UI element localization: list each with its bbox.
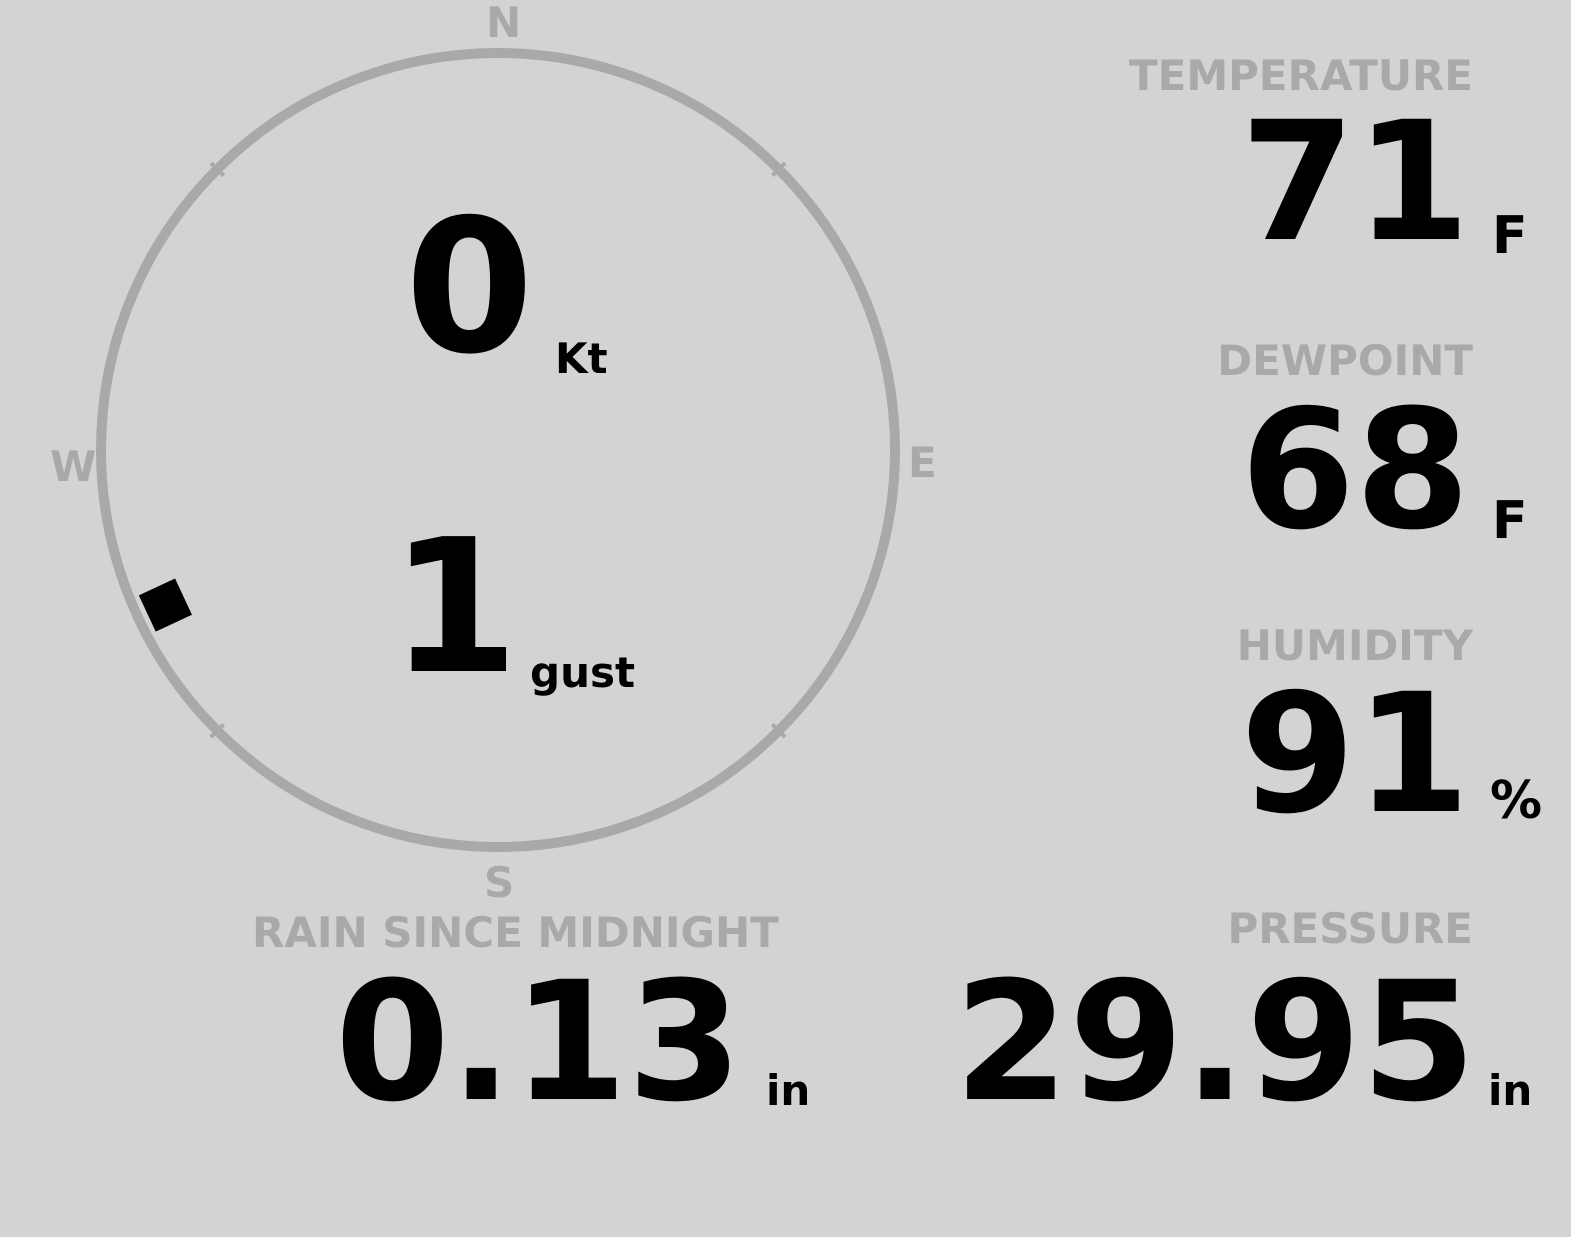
- dewpoint-label: DEWPOINT: [1217, 336, 1473, 385]
- compass-tick: [770, 161, 787, 178]
- temperature-unit: F: [1492, 206, 1528, 266]
- dewpoint-card: DEWPOINT: [1217, 340, 1473, 382]
- temperature-label: TEMPERATURE: [1129, 51, 1473, 100]
- compass-tick: [209, 161, 226, 178]
- temperature-value: 71: [1240, 86, 1470, 278]
- wind-direction-marker: [138, 578, 192, 632]
- wind-gust-value: 1: [390, 499, 519, 715]
- wind-speed-value: 0: [405, 179, 534, 395]
- wind-speed-unit: Kt: [555, 334, 608, 383]
- wind-compass: [96, 48, 900, 852]
- humidity-unit: %: [1490, 771, 1543, 831]
- pressure-card: PRESSURE: [1227, 908, 1473, 950]
- pressure-unit: in: [1488, 1066, 1533, 1115]
- compass-west: W: [50, 442, 97, 491]
- compass-north: N: [486, 0, 522, 47]
- compass-south: S: [484, 858, 515, 907]
- compass-ring: [96, 48, 900, 852]
- compass-east: E: [908, 438, 937, 487]
- rain-unit: in: [766, 1066, 811, 1115]
- dewpoint-value: 68: [1240, 374, 1470, 566]
- compass-ticks: [209, 161, 787, 739]
- humidity-value: 91: [1240, 658, 1470, 850]
- temperature-card: TEMPERATURE: [1129, 55, 1473, 97]
- compass-tick: [770, 722, 787, 739]
- pressure-value: 29.95: [954, 946, 1476, 1138]
- compass-tick: [209, 722, 226, 739]
- pressure-label: PRESSURE: [1227, 904, 1473, 953]
- dewpoint-unit: F: [1492, 491, 1528, 551]
- rain-label: RAIN SINCE MIDNIGHT: [252, 908, 779, 957]
- wind-gust-unit: gust: [530, 648, 636, 697]
- rain-value: 0.13: [335, 946, 743, 1138]
- humidity-card: HUMIDITY: [1237, 625, 1473, 667]
- humidity-label: HUMIDITY: [1236, 621, 1473, 670]
